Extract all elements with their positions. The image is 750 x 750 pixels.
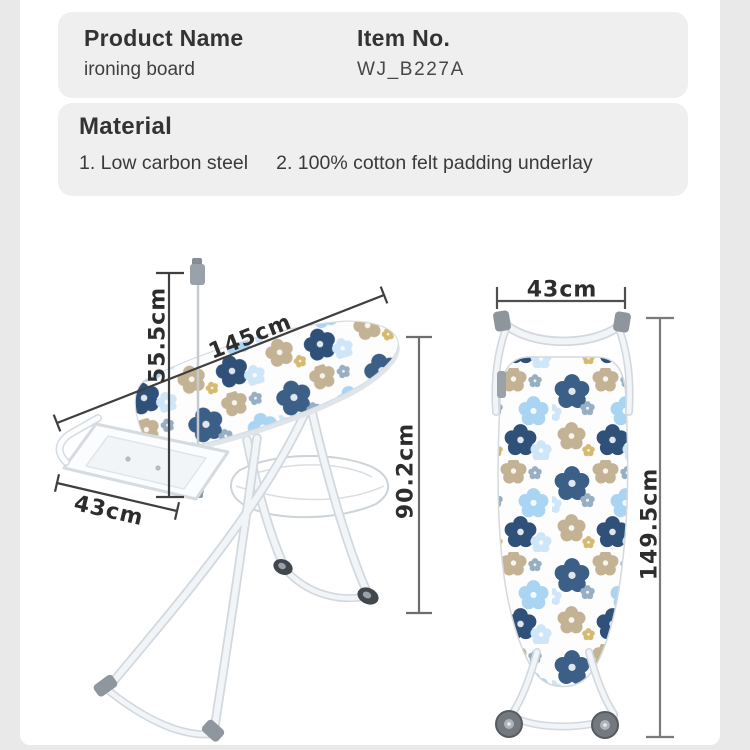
front-legs bbox=[93, 408, 310, 742]
top-frame bbox=[500, 319, 625, 347]
bottom-wheel-frame bbox=[495, 648, 619, 739]
dim-overall-length: 149.5cm bbox=[638, 316, 674, 739]
item-no-value: WJ_B227A bbox=[357, 59, 465, 80]
dim-rod-height: 55.5cm bbox=[146, 271, 184, 499]
material-item: 1. Low carbon steel bbox=[79, 152, 249, 174]
iron-rest-tray bbox=[55, 414, 230, 501]
item-no-label: Item No. bbox=[357, 25, 451, 51]
caster-wheel bbox=[273, 559, 293, 575]
foot-cap bbox=[93, 674, 118, 697]
foot-cap bbox=[201, 719, 225, 742]
floral-board-front bbox=[497, 356, 629, 688]
ironing-board-front-view bbox=[491, 310, 634, 739]
dim-board-width-side-label: 43cm bbox=[72, 491, 146, 531]
caster-wheel bbox=[357, 587, 379, 605]
rest-latch bbox=[497, 371, 506, 398]
wheel bbox=[591, 711, 619, 739]
frame-end-cap bbox=[613, 311, 631, 333]
material-items: 1. Low carbon steel 2. 100% cotton felt … bbox=[79, 152, 593, 175]
dim-board-width-front-label: 43cm bbox=[527, 278, 598, 303]
dim-working-height: 90.2cm bbox=[394, 335, 432, 615]
material-item: 2. 100% cotton felt padding underlay bbox=[276, 152, 593, 174]
dim-board-width-front: 43cm bbox=[495, 278, 627, 309]
dim-working-height-label: 90.2cm bbox=[394, 423, 419, 519]
frame-end-cap bbox=[493, 310, 511, 332]
product-name-label: Product Name bbox=[84, 25, 244, 51]
material-panel: Material 1. Low carbon steel 2. 100% cot… bbox=[58, 103, 688, 196]
dim-rod-height-label: 55.5cm bbox=[146, 287, 171, 383]
wheel bbox=[495, 710, 523, 738]
material-label: Material bbox=[79, 113, 173, 140]
side-frame-tubes bbox=[491, 322, 634, 416]
dim-overall-length-label: 149.5cm bbox=[638, 468, 663, 581]
product-info-panel: Product Name ironing board Item No. WJ_B… bbox=[58, 12, 688, 98]
ironing-board-side-view bbox=[55, 258, 400, 742]
product-name-value: ironing board bbox=[84, 59, 195, 80]
